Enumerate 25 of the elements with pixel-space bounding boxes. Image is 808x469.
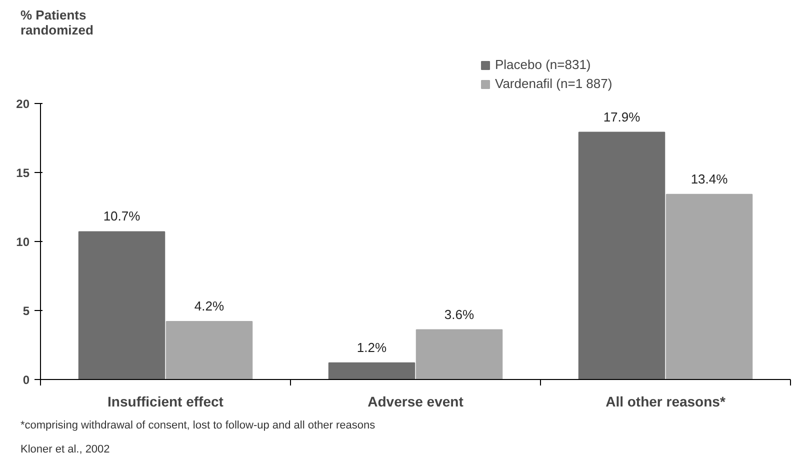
legend-label: Vardenafil (n=1 887) — [495, 76, 612, 91]
data-label: 1.2% — [356, 340, 388, 355]
bar — [78, 231, 166, 380]
bar — [328, 362, 416, 380]
bar — [166, 320, 253, 380]
text: Kloner et al., 2002 — [20, 444, 110, 456]
bar — [416, 329, 503, 380]
y-tick-label: 10 — [16, 234, 30, 249]
data-label: 4.2% — [194, 298, 225, 314]
y-axis-title: % Patients randomized — [20, 8, 94, 38]
data-label: 13.4% — [690, 171, 728, 186]
text: *comprising withdrawal of consent, lost to follow-up and all other reasons — [20, 420, 376, 432]
x-tick-label: Adverse event — [368, 394, 464, 410]
data-label: 17.9% — [603, 109, 641, 124]
legend-label: Placebo (n=831) — [495, 57, 591, 72]
x-tick-label: Insufficient effect — [108, 394, 224, 410]
y-tick-label: 20 — [16, 96, 30, 111]
y-tick-label: 0 — [22, 373, 30, 387]
y-tick-label: 15 — [16, 166, 30, 180]
bar — [666, 194, 753, 380]
y-tick-label: 5 — [22, 304, 30, 318]
x-tick-label: All other reasons* — [606, 394, 726, 410]
data-label: 10.7% — [103, 208, 141, 224]
data-label: 3.6% — [444, 306, 475, 322]
bar — [578, 132, 666, 380]
